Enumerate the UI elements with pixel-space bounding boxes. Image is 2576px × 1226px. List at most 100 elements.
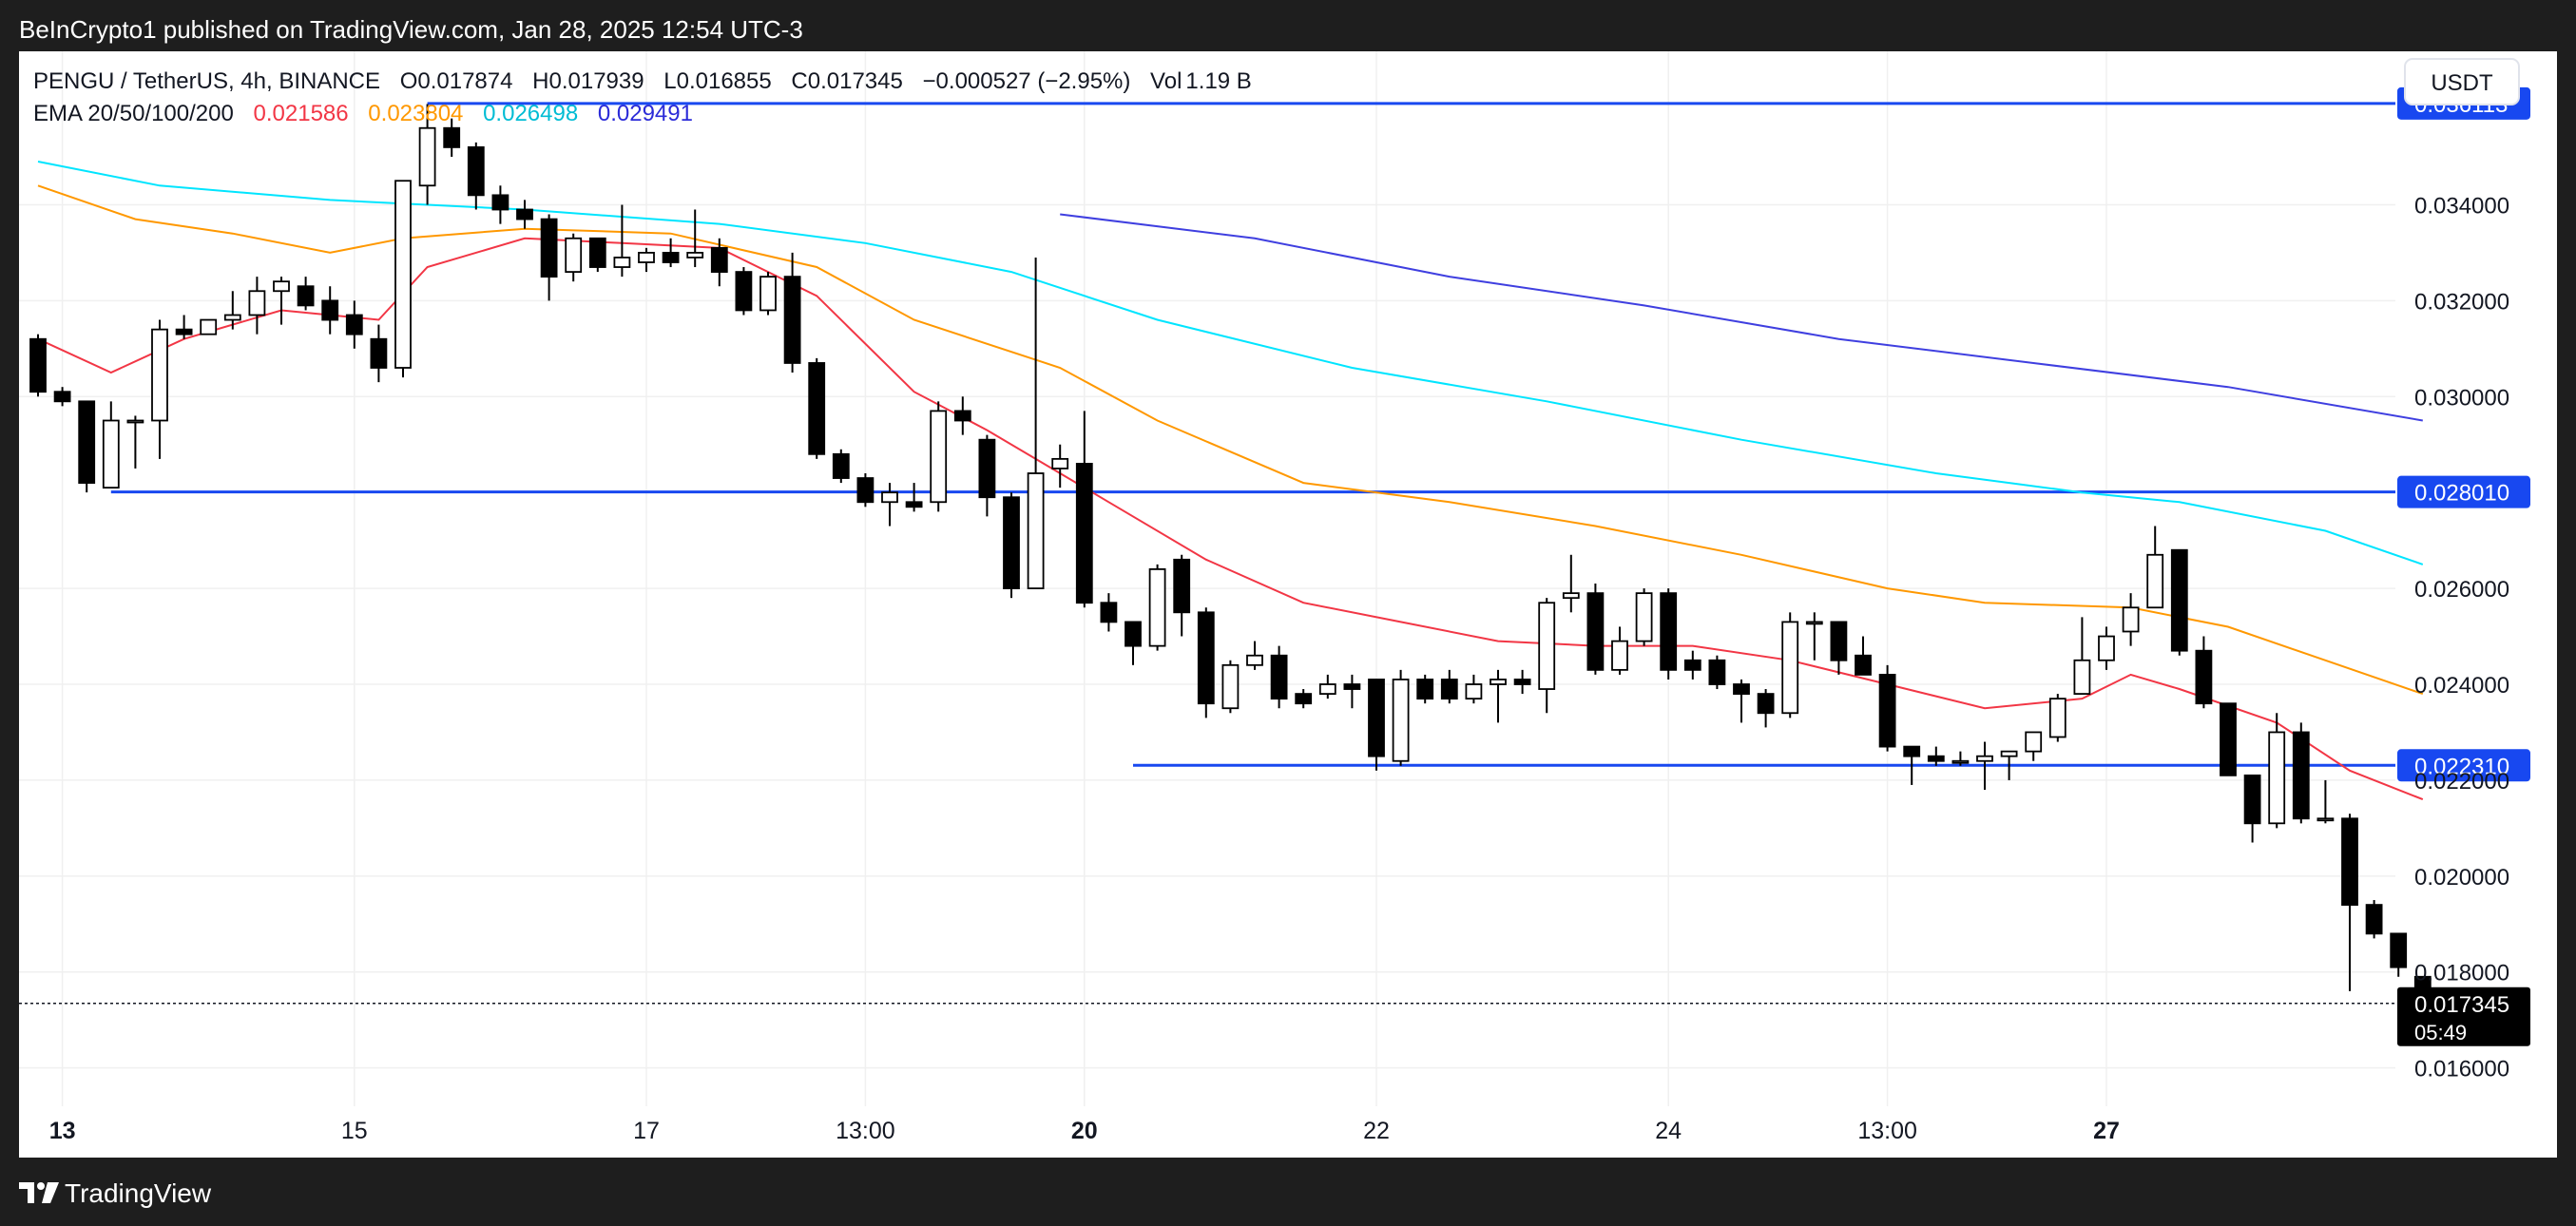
candle[interactable] [565,233,583,282]
candle[interactable] [1683,650,1701,680]
candle[interactable] [735,267,753,316]
candle[interactable] [1976,741,1993,790]
candle[interactable] [588,237,606,273]
candle[interactable] [2048,694,2067,742]
candle[interactable] [930,401,948,512]
candle[interactable] [1733,679,1750,723]
candle[interactable] [2073,617,2091,695]
candle[interactable] [1513,669,1531,695]
candle[interactable] [151,319,168,459]
candle[interactable] [2146,526,2164,609]
candle[interactable] [1270,645,1288,709]
candle[interactable] [686,209,704,268]
candle[interactable] [2292,722,2310,824]
candle[interactable] [1343,674,1361,709]
candle[interactable] [2268,713,2286,829]
candle[interactable] [273,277,290,325]
candle[interactable] [808,357,826,459]
candle[interactable] [1805,612,1823,661]
price-axis[interactable]: 0.034000 0.032000 0.030000 0.026000 0.024000… [2397,193,2530,1082]
candle[interactable] [1490,669,1507,723]
candle[interactable] [200,318,218,335]
candle[interactable] [1927,746,1945,766]
candle[interactable] [1830,621,1848,675]
candle[interactable] [638,247,655,273]
candle[interactable] [1586,584,1605,675]
candle[interactable] [443,118,461,157]
candle[interactable] [1781,612,1799,718]
candle[interactable] [2195,636,2213,709]
candle[interactable] [2170,548,2188,656]
candle[interactable] [1125,621,1142,665]
candle[interactable] [1855,636,1872,676]
candle[interactable] [1635,588,1653,646]
candle[interactable] [516,200,533,229]
candle[interactable] [1197,607,1215,718]
candle[interactable] [78,400,96,493]
candle[interactable] [2365,900,2383,939]
candle[interactable] [2025,731,2043,761]
candle[interactable] [2220,702,2237,776]
candle[interactable] [1392,669,1410,766]
candle[interactable] [1100,593,1118,632]
candle[interactable] [102,401,120,489]
level-price-tag[interactable] [2397,749,2530,782]
candle[interactable] [1903,745,1921,785]
candle[interactable] [1440,669,1458,704]
candle[interactable] [613,204,631,278]
candle[interactable] [881,483,898,527]
candle[interactable] [223,291,241,330]
candle[interactable] [1878,664,1896,752]
candle[interactable] [978,434,996,517]
candle[interactable] [1173,554,1191,637]
candle[interactable] [783,252,801,374]
candle[interactable] [345,300,363,349]
candle[interactable] [1708,655,1726,690]
candle[interactable] [467,142,485,210]
candle[interactable] [1318,674,1336,699]
candle[interactable] [248,277,266,335]
candle[interactable] [1075,411,1093,608]
candle[interactable] [856,473,875,508]
candle[interactable] [2098,626,2115,670]
candle[interactable] [2341,814,2358,991]
candle[interactable] [1051,444,1069,488]
candle[interactable] [1368,679,1385,771]
candle[interactable] [662,238,680,268]
candle[interactable] [953,396,971,435]
currency-button-label[interactable]: USDT [2431,70,2493,96]
candle[interactable] [1148,564,1166,651]
candle[interactable] [126,415,144,469]
candle[interactable] [370,324,388,383]
candle[interactable] [905,483,923,512]
candle[interactable] [540,214,558,301]
currency-button[interactable] [2404,58,2520,105]
candle[interactable] [2000,750,2018,780]
candle[interactable] [1221,660,1240,714]
candle[interactable] [1951,751,1970,766]
candle[interactable] [1465,674,1483,704]
level-price-tag[interactable] [2397,475,2530,508]
candle[interactable] [2390,932,2408,977]
candle[interactable] [491,185,509,224]
candle[interactable] [1027,257,1045,589]
candle[interactable] [759,272,777,316]
candle[interactable] [2122,593,2140,646]
candle[interactable] [297,277,315,311]
candle[interactable] [53,387,71,407]
candle[interactable] [2316,779,2335,824]
candle[interactable] [394,180,412,378]
candle[interactable] [321,286,339,335]
candle[interactable] [418,104,436,205]
candle[interactable] [1538,598,1556,714]
candle[interactable] [175,315,193,339]
candle[interactable] [710,238,728,287]
candle[interactable] [1295,689,1313,709]
candle[interactable] [1757,689,1775,728]
candle[interactable] [832,449,850,484]
candle[interactable] [1660,588,1678,680]
candle[interactable] [1416,674,1434,704]
candle[interactable] [1562,554,1580,613]
